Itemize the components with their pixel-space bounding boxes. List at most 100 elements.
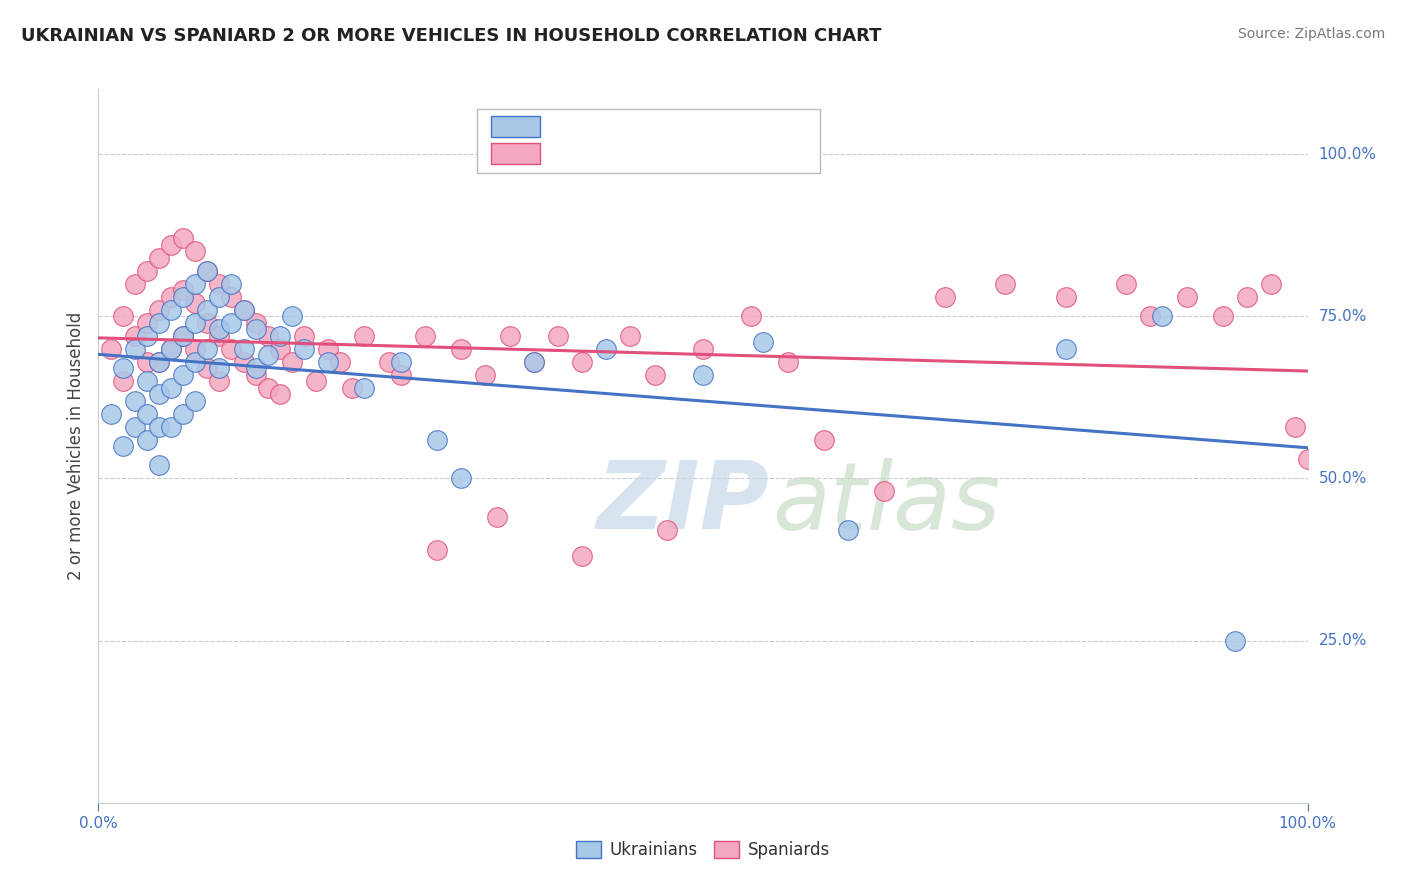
Point bbox=[813, 433, 835, 447]
Point bbox=[135, 433, 157, 447]
Point bbox=[256, 381, 278, 395]
Point bbox=[232, 302, 254, 317]
Point bbox=[1175, 290, 1198, 304]
Text: 25.0%: 25.0% bbox=[1319, 633, 1367, 648]
Point bbox=[124, 419, 146, 434]
Point bbox=[740, 310, 762, 324]
Point bbox=[547, 328, 569, 343]
Point bbox=[1115, 277, 1137, 291]
Point bbox=[269, 342, 291, 356]
Point bbox=[1236, 290, 1258, 304]
Point bbox=[160, 290, 183, 304]
Point bbox=[100, 407, 122, 421]
Point bbox=[135, 407, 157, 421]
Point bbox=[148, 354, 170, 368]
Point bbox=[184, 342, 207, 356]
Point bbox=[281, 354, 304, 368]
Point bbox=[486, 510, 509, 524]
Point bbox=[124, 393, 146, 408]
Point bbox=[595, 342, 617, 356]
FancyBboxPatch shape bbox=[492, 143, 540, 164]
Point bbox=[111, 361, 134, 376]
Point bbox=[994, 277, 1017, 291]
Point bbox=[111, 374, 134, 388]
Point bbox=[245, 316, 267, 330]
Point bbox=[644, 368, 666, 382]
Point bbox=[195, 316, 218, 330]
Point bbox=[208, 374, 231, 388]
Point bbox=[148, 387, 170, 401]
Point bbox=[135, 264, 157, 278]
Point bbox=[934, 290, 956, 304]
Point bbox=[316, 354, 339, 368]
Point bbox=[160, 238, 183, 252]
Text: atlas: atlas bbox=[772, 458, 1000, 549]
Point bbox=[305, 374, 328, 388]
Point bbox=[208, 277, 231, 291]
Point bbox=[1296, 452, 1319, 467]
Point bbox=[523, 354, 546, 368]
Point bbox=[148, 251, 170, 265]
Point bbox=[208, 322, 231, 336]
Point bbox=[111, 439, 134, 453]
Point bbox=[1139, 310, 1161, 324]
Point bbox=[172, 368, 194, 382]
Point bbox=[619, 328, 641, 343]
Point bbox=[873, 484, 896, 499]
Point bbox=[389, 368, 412, 382]
Point bbox=[195, 264, 218, 278]
Point bbox=[413, 328, 436, 343]
Point bbox=[135, 354, 157, 368]
Point bbox=[208, 328, 231, 343]
Text: R =  0.161   N = 74: R = 0.161 N = 74 bbox=[554, 145, 745, 162]
Point bbox=[256, 328, 278, 343]
Legend: Ukrainians, Spaniards: Ukrainians, Spaniards bbox=[569, 834, 837, 866]
Point bbox=[208, 361, 231, 376]
Point bbox=[172, 283, 194, 297]
Point bbox=[208, 290, 231, 304]
Point bbox=[1223, 633, 1246, 648]
Point bbox=[245, 361, 267, 376]
Point bbox=[160, 419, 183, 434]
Point bbox=[316, 342, 339, 356]
Point bbox=[184, 316, 207, 330]
Point bbox=[172, 328, 194, 343]
Point bbox=[1152, 310, 1174, 324]
Point bbox=[292, 328, 315, 343]
Point bbox=[292, 342, 315, 356]
Point bbox=[160, 342, 183, 356]
Point bbox=[1284, 419, 1306, 434]
Point bbox=[221, 290, 243, 304]
Point bbox=[353, 381, 375, 395]
Point bbox=[281, 310, 304, 324]
Point bbox=[426, 542, 449, 557]
Point bbox=[571, 354, 593, 368]
Point bbox=[377, 354, 399, 368]
Point bbox=[498, 328, 520, 343]
Point bbox=[692, 368, 714, 382]
Point bbox=[329, 354, 352, 368]
Point bbox=[172, 407, 194, 421]
Point bbox=[184, 393, 207, 408]
Point bbox=[195, 302, 218, 317]
Point bbox=[1260, 277, 1282, 291]
Point bbox=[124, 328, 146, 343]
Point bbox=[269, 328, 291, 343]
Point bbox=[692, 342, 714, 356]
Text: 50.0%: 50.0% bbox=[1319, 471, 1367, 486]
Point bbox=[571, 549, 593, 564]
Point bbox=[148, 458, 170, 473]
Point bbox=[752, 335, 775, 350]
Point bbox=[100, 342, 122, 356]
Point bbox=[148, 302, 170, 317]
Point bbox=[160, 381, 183, 395]
Text: 100.0%: 100.0% bbox=[1319, 146, 1376, 161]
Point bbox=[221, 316, 243, 330]
Point bbox=[450, 342, 472, 356]
Point bbox=[342, 381, 364, 395]
Point bbox=[124, 342, 146, 356]
Point bbox=[232, 302, 254, 317]
FancyBboxPatch shape bbox=[492, 116, 540, 137]
Point bbox=[172, 290, 194, 304]
Point bbox=[221, 342, 243, 356]
